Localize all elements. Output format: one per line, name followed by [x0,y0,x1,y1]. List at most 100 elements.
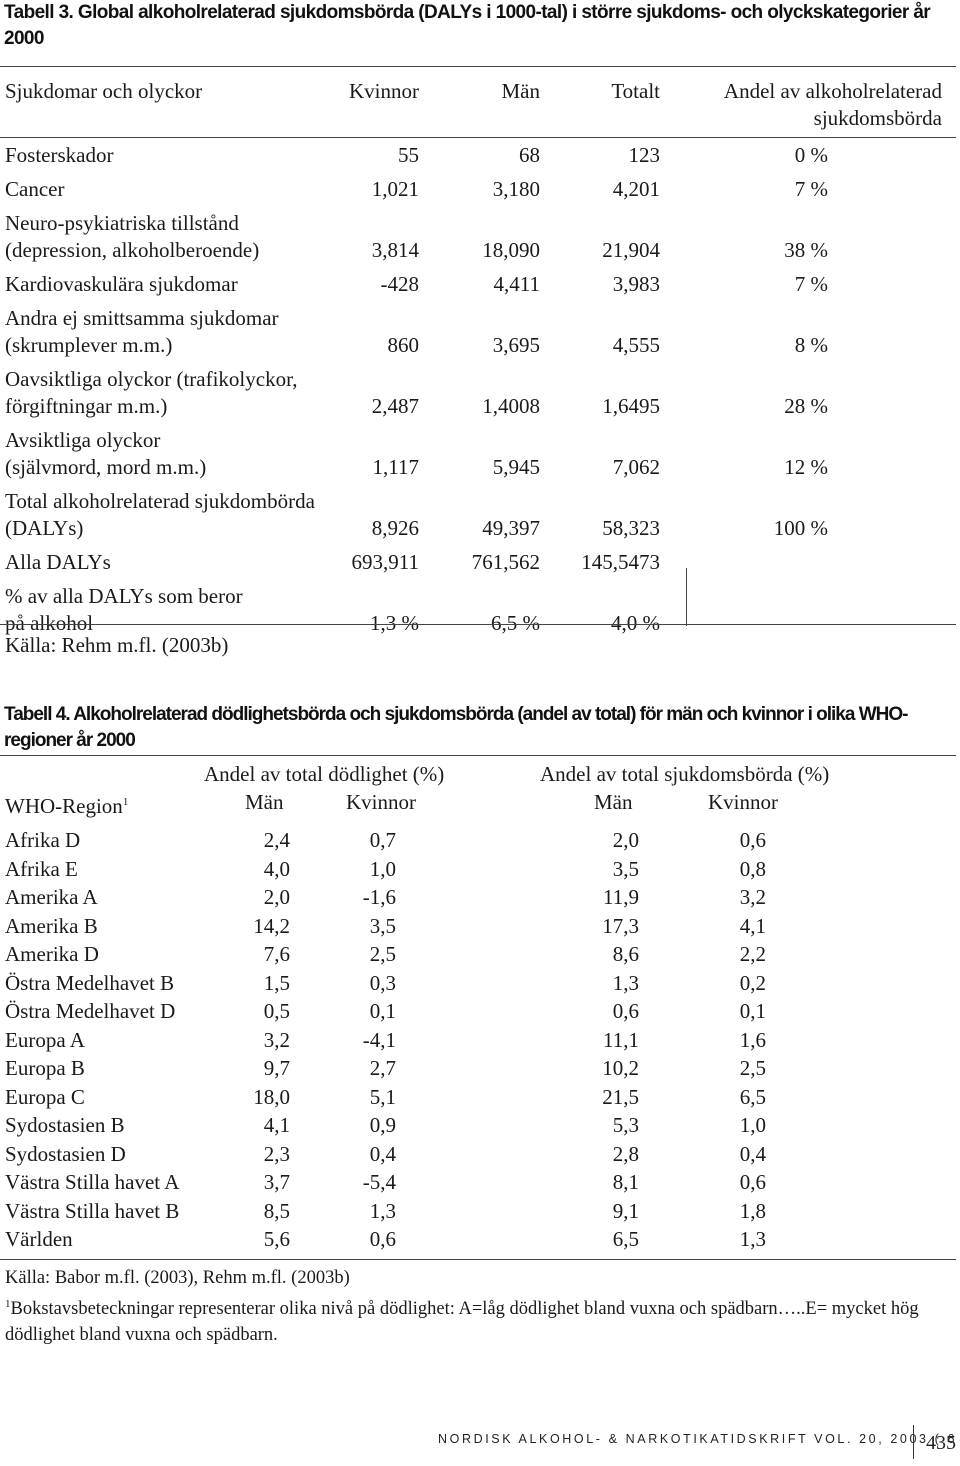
table4-cell-s_w: 0,8 [739,856,766,881]
table4-cell-s_w: 2,2 [739,942,766,966]
table4-cell-d_w: 2,5 [369,942,396,966]
table4-cell-s_m: 17,3 [602,913,639,938]
header-total: Totalt [611,79,660,103]
table4-cell-region: Europa B [5,1056,85,1080]
table4-cell-s_m: 0,6 [612,999,639,1023]
table3-caption: Tabell 3. Global alkoholrelaterad sjukdo… [4,2,931,49]
table3-cell-total: 21,904 [602,238,660,262]
table3-cell-share: 7 % [794,177,828,201]
header-region: WHO-Region1 [5,788,128,820]
header-mortality-women: Kvinnor [346,790,416,814]
table4-row: Sydostasien B 4,1 0,9 5,3 1,0 [0,1111,956,1139]
table3-header-rule [0,137,956,138]
footnote-text: Bokstavsbeteckningar representerar olika… [5,1299,919,1346]
table3-cell-men: 68 [519,143,540,167]
header-men: Män [501,79,541,103]
table3-row-label: Cancer [5,176,350,203]
table4-cell-d_w: 0,6 [369,1227,396,1251]
table4-cell-d_m: 1,5 [263,970,290,995]
table4-row: Västra Stilla havet A 3,7 -5,4 8,1 0,6 [0,1168,956,1196]
table4-cell-s_m: 21,5 [602,1084,639,1109]
table3-row-label-line: Oavsiktliga olyckor (trafikolyckor, [5,367,298,391]
table4-cell-region: Europa C [5,1084,85,1109]
table4-cell-d_w: 5,1 [369,1084,396,1109]
table4-cell-d_m: 2,4 [263,828,290,852]
table4-row: Amerika B 14,2 3,5 17,3 4,1 [0,912,956,940]
table3-bottom-rule [0,624,956,625]
table4-cell-s_m: 5,3 [612,1113,639,1137]
table3-row-label-line: förgiftningar m.m.) [5,394,168,418]
header-mortality-men: Män [245,790,284,814]
table3-row-label: Total alkoholrelaterad sjukdombörda (DALY… [5,488,350,542]
table4-cell-region: Afrika D [5,828,81,852]
table4-cell-d_m: 4,0 [263,856,290,881]
table3-cell-men: 3,695 [492,333,540,357]
table4-cell-s_w: 4,1 [739,913,766,938]
table4-cell-d_w: 0,3 [369,970,396,995]
table4-cell-s_w: 2,5 [739,1056,766,1080]
table4-cell-d_w: -4,1 [362,1027,396,1052]
table4-row: Europa C 18,0 5,1 21,5 6,5 [0,1083,956,1111]
table3-cell-men: 6,5 % [491,611,540,635]
table4-row: Östra Medelhavet D 0,5 0,1 0,6 0,1 [0,997,956,1025]
header-share-line1: Andel av alkoholrelaterad [723,79,942,103]
table3-cell-men: 1,4008 [482,394,540,418]
table4-cell-d_w: -1,6 [362,885,396,909]
table3-cell-women: 860 [387,333,420,357]
table4-cell-d_m: 5,6 [263,1227,290,1251]
table4-cell-s_w: 0,2 [739,970,766,995]
table4-row: Afrika D 2,4 0,7 2,0 0,6 [0,826,956,854]
table4-cell-region: Sydostasien D [5,1141,126,1166]
table4-cell-d_m: 3,2 [263,1027,290,1052]
table4-cell-d_m: 3,7 [263,1170,290,1194]
table4-footnote: 1Bokstavsbeteckningar representerar olik… [5,1291,955,1348]
table4-cell-region: Amerika D [5,942,99,966]
table3-cell-total: 145,5473 [581,550,660,574]
table3-cell-share: 28 % [784,394,828,418]
table3-cell-men: 49,397 [482,516,540,540]
table3-cell-share: 12 % [784,455,828,479]
table3-cell-total: 4,555 [612,333,660,357]
table4-row: Östra Medelhavet B 1,5 0,3 1,3 0,2 [0,969,956,997]
header-women: Kvinnor [349,79,419,103]
table3-row-label: Alla DALYs [5,549,350,576]
table4-cell-region: Amerika A [5,885,98,909]
table4-cell-d_w: 3,5 [369,913,396,938]
header-mortality-group: Andel av total dödlighet (%) [204,762,445,786]
table4-row: Amerika D 7,6 2,5 8,6 2,2 [0,940,956,968]
table3-row-label-line: Fosterskador [5,143,114,167]
table3-cell-women: 8,926 [371,516,419,540]
table3-cell-men: 18,090 [482,238,540,262]
page-number-divider [913,1425,914,1459]
table4-cell-s_w: 3,2 [739,885,766,909]
table4-cell-s_m: 10,2 [602,1056,639,1080]
table3-cell-share: 100 % [773,516,828,540]
table4-cell-d_w: 0,4 [369,1141,396,1166]
header-region-sup: 1 [122,796,129,808]
table3-source: Källa: Rehm m.fl. (2003b) [5,633,229,657]
table4-row: Världen 5,6 0,6 6,5 1,3 [0,1225,956,1253]
table4-cell-region: Västra Stilla havet A [5,1170,180,1194]
table3-row-label-line: (DALYs) [5,516,84,540]
header-category: Sjukdomar och olyckor [5,79,203,103]
table4-cell-region: Västra Stilla havet B [5,1198,180,1223]
table3-cell-men: 5,945 [492,455,540,479]
journal-footer: NORDISK ALKOHOL- & NARKOTIKATIDSKRIFT VO… [438,1432,960,1446]
table3-row-label-line: Avsiktliga olyckor [5,428,161,452]
header-burden-women: Kvinnor [708,790,778,814]
table3-row-label: Oavsiktliga olyckor (trafikolyckor, förgi… [5,366,350,420]
table4-row: Amerika A 2,0 -1,6 11,9 3,2 [0,883,956,911]
header-share-line2: sjukdomsbörda [813,106,942,130]
table4-cell-d_w: 0,7 [369,828,396,852]
table3-row-label: Andra ej smittsamma sjukdomar (skrumpleve… [5,305,350,359]
table4-cell-d_w: -5,4 [362,1170,396,1194]
table3-cell-share: 38 % [784,238,828,262]
table4-row: Europa B 9,7 2,7 10,2 2,5 [0,1054,956,1082]
table3-cell-total: 1,6495 [602,394,660,418]
table3-row-label-line: Andra ej smittsamma sjukdomar [5,306,279,330]
table4-cell-d_w: 1,0 [369,856,396,881]
table3-row-label: Avsiktliga olyckor (självmord, mord m.m.) [5,427,350,481]
table3-cell-total: 4,201 [612,177,660,201]
table4-cell-d_m: 18,0 [253,1084,290,1109]
table3-row-label-line: (självmord, mord m.m.) [5,455,207,479]
